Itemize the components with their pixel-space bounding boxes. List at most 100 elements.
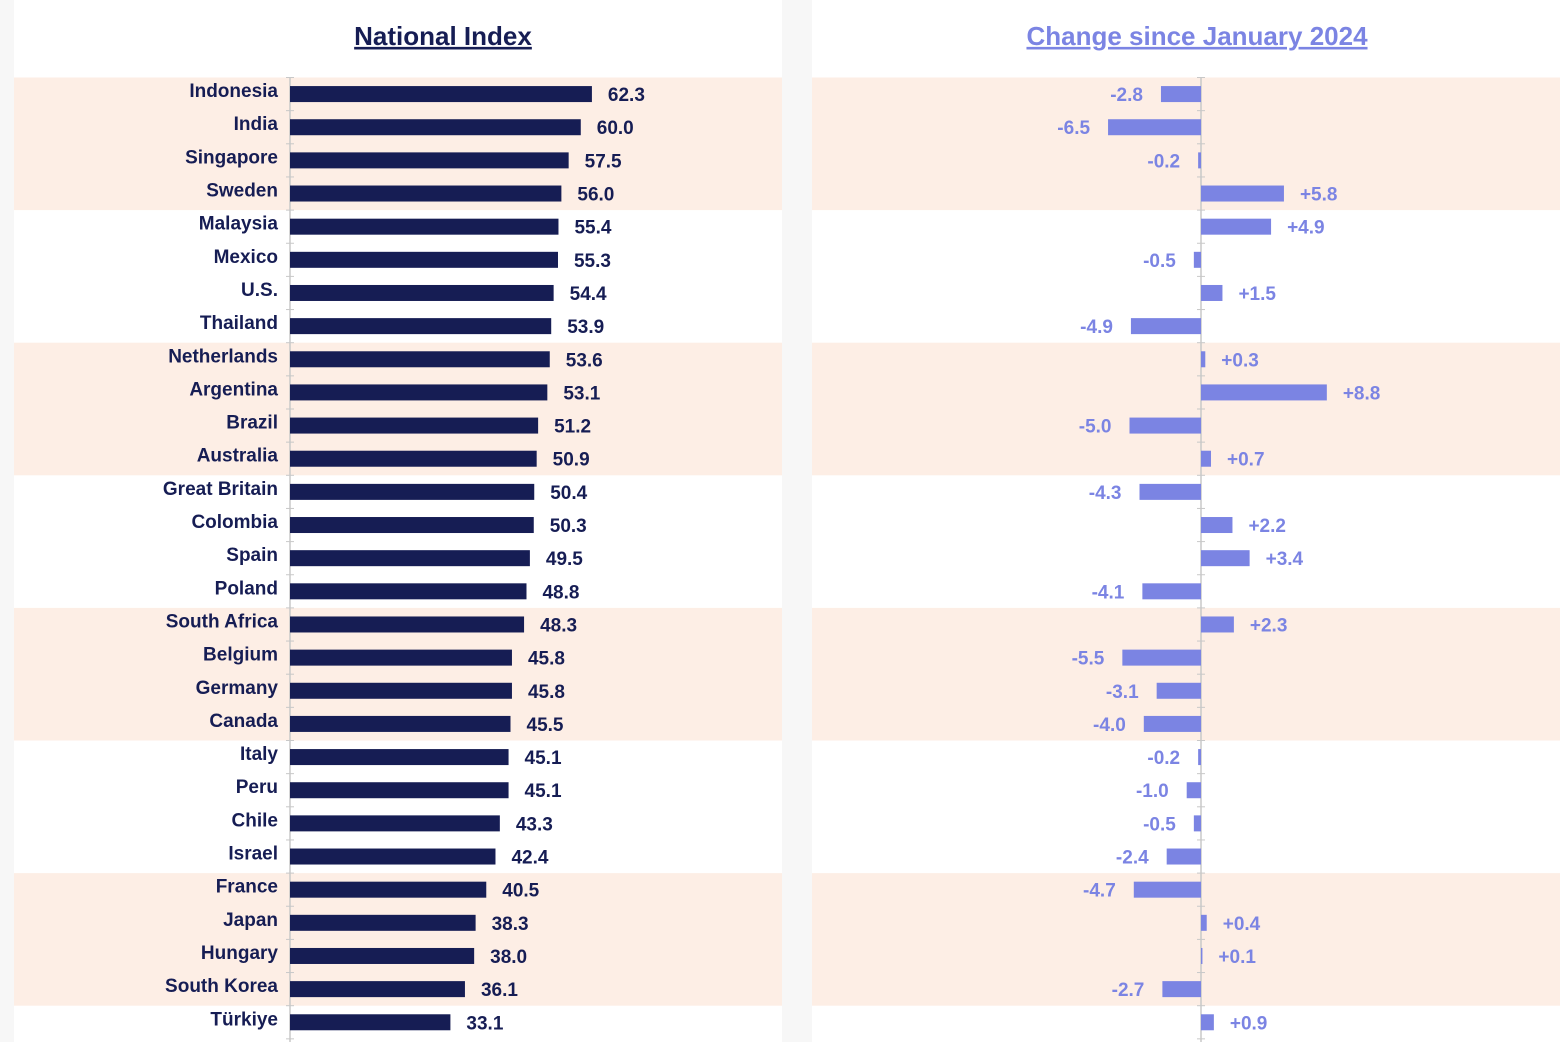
bar [290,284,554,301]
value-label: 50.3 [550,516,587,537]
bar [290,450,537,467]
bar [1201,218,1272,235]
bar [1198,152,1201,169]
bar [290,981,465,998]
value-label: -4.0 [1093,715,1126,736]
row-band [812,342,1560,476]
bar [290,782,509,799]
bar [1201,351,1206,368]
category-label: Thailand [200,313,278,334]
category-label: Argentina [189,379,278,400]
value-label: +0.9 [1230,1013,1268,1034]
bar [1193,251,1201,268]
category-label: Türkiye [210,1009,278,1030]
bar [290,1014,451,1031]
bar [290,251,558,268]
value-label: +0.7 [1227,450,1265,471]
bar [1201,450,1212,467]
category-label: Malaysia [199,214,279,235]
value-label: +1.5 [1238,284,1276,305]
value-label: +4.9 [1287,218,1325,239]
category-label: Indonesia [189,81,278,102]
value-label: +0.4 [1223,914,1261,935]
bar [290,218,559,235]
bar [290,616,525,633]
category-label: Great Britain [163,479,278,500]
bar [1139,483,1201,500]
bar [290,682,512,699]
category-label: Brazil [226,413,278,434]
bar [1143,715,1201,732]
value-label: +8.8 [1343,383,1381,404]
chart-title: Change since January 2024 [1026,21,1368,51]
value-label: 45.5 [527,715,564,736]
value-label: -2.4 [1116,848,1149,869]
value-label: +0.1 [1218,947,1256,968]
bar [1201,914,1207,931]
category-label: Belgium [203,645,278,666]
value-label: -0.2 [1147,151,1180,172]
value-label: 53.9 [567,317,604,338]
bar [1133,881,1201,898]
value-label: 57.5 [585,151,622,172]
value-label: 48.8 [542,582,579,603]
value-label: +5.8 [1300,185,1338,206]
bar [1108,119,1201,136]
bar [1129,417,1201,434]
value-label: -4.9 [1080,317,1113,338]
bar [1122,649,1201,666]
chart-title: National Index [354,21,532,51]
value-label: 55.4 [574,218,611,239]
bar [1201,384,1327,401]
value-label: 43.3 [516,814,553,835]
value-label: +2.2 [1248,516,1286,537]
value-label: 36.1 [481,980,518,1001]
value-label: 53.1 [563,383,600,404]
category-label: Colombia [191,512,278,533]
category-label: South Africa [166,611,279,632]
category-label: India [234,114,279,135]
bar [290,715,511,732]
value-label: +3.4 [1266,549,1304,570]
value-label: 62.3 [608,85,645,106]
value-label: -1.0 [1136,781,1169,802]
bar [1142,583,1201,600]
value-label: 54.4 [570,284,607,305]
category-label: Japan [223,910,278,931]
value-label: -4.1 [1092,582,1125,603]
category-label: Canada [209,711,278,732]
value-label: +2.3 [1250,615,1288,636]
value-label: 38.3 [492,914,529,935]
bar [290,749,509,766]
value-label: 49.5 [546,549,583,570]
bar [1201,284,1223,301]
bar [290,517,534,534]
bar [290,185,562,202]
bar [290,649,512,666]
value-label: -2.7 [1112,980,1145,1001]
bar [1201,1014,1214,1031]
value-label: 45.8 [528,682,565,703]
bar [290,152,569,169]
bar [290,947,475,964]
bar [1162,981,1201,998]
bar [1186,782,1201,799]
bar [1160,86,1201,103]
bar [290,550,530,567]
bar [1201,947,1203,964]
bar [1156,682,1201,699]
bar [290,583,527,600]
value-label: -0.5 [1143,814,1176,835]
value-label: 53.6 [566,350,603,371]
value-label: -0.2 [1147,748,1180,769]
bar [290,881,487,898]
value-label: -4.7 [1083,881,1116,902]
bar [1198,749,1201,766]
value-label: 50.4 [550,483,587,504]
bar [290,384,548,401]
value-label: +0.3 [1221,350,1259,371]
value-label: -6.5 [1057,118,1090,139]
value-label: -5.5 [1072,649,1105,670]
